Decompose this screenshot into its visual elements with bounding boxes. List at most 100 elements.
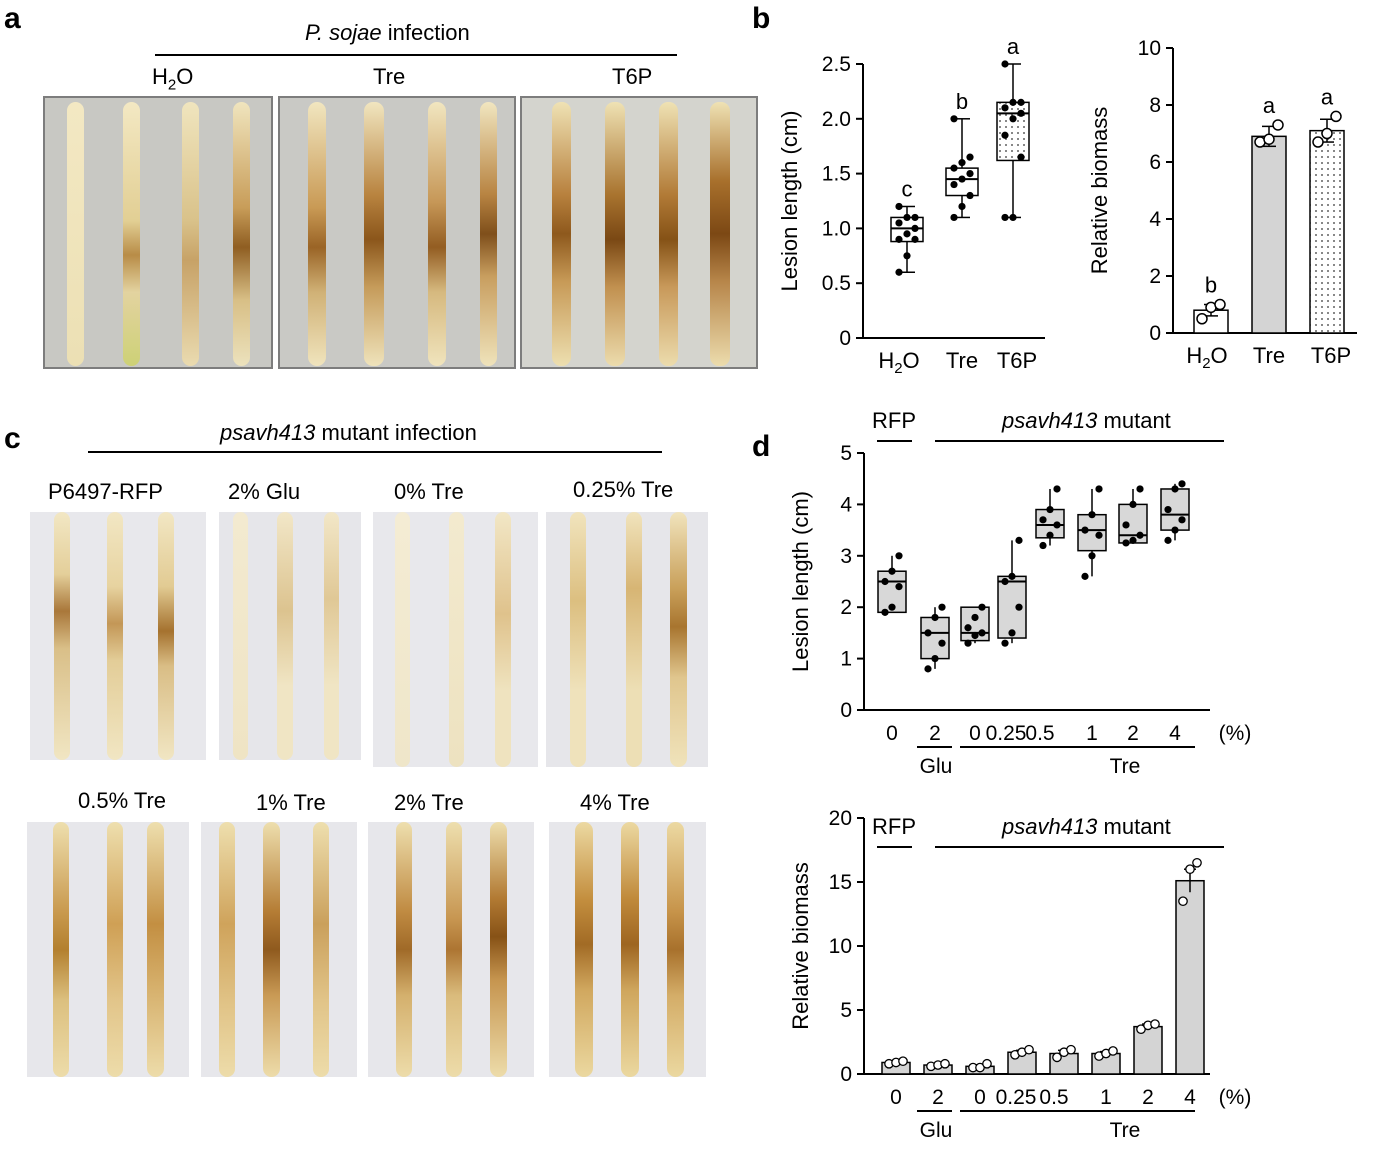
- data-point: [1081, 572, 1089, 580]
- stem: [710, 102, 730, 366]
- data-point: [1330, 110, 1342, 123]
- box: [1077, 513, 1107, 552]
- data-point: [1017, 153, 1025, 161]
- y-tick-label: 2: [840, 596, 852, 619]
- panel-c-photo-025tre: [546, 512, 708, 767]
- data-point: [1122, 539, 1130, 547]
- panel-c-photo-rfp: [30, 512, 206, 760]
- x-tick-label: Tre: [946, 348, 978, 373]
- x-tick-label: 0.5: [1025, 722, 1054, 745]
- data-point: [903, 252, 911, 260]
- data-point: [964, 624, 972, 632]
- panel-c-label: 1% Tre: [256, 790, 326, 815]
- y-tick-label: 0: [840, 1063, 852, 1086]
- stem: [308, 102, 326, 366]
- y-tick-label: 15: [829, 871, 852, 894]
- stem: [605, 102, 625, 366]
- y-tick-label: 5: [840, 999, 852, 1022]
- stem: [182, 102, 199, 366]
- data-point: [938, 603, 946, 611]
- significance-letter: a: [1263, 93, 1276, 118]
- data-point: [924, 629, 932, 637]
- x-tick-label: 0.25: [996, 1086, 1037, 1109]
- data-point: [1017, 109, 1025, 117]
- data-point: [1046, 531, 1054, 539]
- data-point: [950, 213, 958, 222]
- data-point: [1009, 115, 1017, 123]
- data-point: [895, 219, 903, 227]
- data-point: [1192, 857, 1202, 868]
- data-point: [888, 603, 896, 611]
- y-tick-label: 0: [1149, 322, 1161, 345]
- bar: [1251, 135, 1287, 334]
- y-tick-label: 2: [1149, 265, 1161, 288]
- data-point: [1009, 213, 1017, 222]
- header-rfp: RFP: [872, 814, 916, 839]
- y-tick-label: 10: [829, 935, 852, 958]
- data-point: [903, 230, 911, 238]
- stem: [67, 102, 84, 366]
- header-mutant: psavh413 mutant: [1001, 408, 1171, 433]
- panel-c-label: P6497-RFP: [48, 479, 163, 504]
- significance-letter: a: [1007, 40, 1020, 59]
- data-point: [978, 629, 986, 637]
- data-point: [1015, 603, 1023, 611]
- panel-d-letter: d: [752, 430, 771, 463]
- panel-a-header-species: P. sojae: [305, 20, 382, 45]
- y-tick-label: 0.5: [822, 272, 851, 295]
- y-axis-label: Lesion length (cm): [788, 491, 813, 672]
- box: [920, 616, 950, 660]
- data-point: [1095, 531, 1103, 539]
- stem: [480, 102, 497, 366]
- y-tick-label: 1: [840, 648, 852, 671]
- panel-b-letter: b: [752, 2, 771, 35]
- panel-a-header: P. sojae infection: [305, 20, 470, 46]
- panel-c-photo-0tre: [373, 512, 538, 767]
- y-tick-label: 20: [829, 807, 852, 830]
- y-tick-label: 1.5: [822, 163, 851, 186]
- data-point: [898, 1056, 908, 1067]
- stem: [123, 102, 140, 366]
- data-point: [1088, 552, 1096, 560]
- data-point: [938, 639, 946, 647]
- x-tick-label: H2O: [1186, 343, 1227, 372]
- data-point: [1001, 577, 1009, 586]
- data-point: [950, 164, 958, 172]
- panel-c-photo-2tre: [368, 822, 534, 1077]
- data-point: [1312, 136, 1324, 148]
- panel-c-photo-glu: [219, 512, 361, 760]
- data-point: [1171, 526, 1179, 534]
- data-point: [950, 180, 958, 189]
- data-point: [958, 175, 966, 183]
- panel-a-label-h2o: H2O: [152, 64, 194, 94]
- significance-letter: a: [1321, 84, 1334, 109]
- data-point: [881, 577, 889, 586]
- data-point: [1039, 516, 1047, 524]
- data-point: [1136, 531, 1144, 539]
- data-point: [1108, 1046, 1118, 1056]
- x-tick-label: 4: [1169, 722, 1181, 745]
- bar: [1175, 879, 1205, 1075]
- data-point: [1009, 98, 1017, 106]
- data-point: [1185, 864, 1195, 875]
- data-point: [1178, 480, 1186, 488]
- data-point: [978, 603, 986, 611]
- data-point: [1150, 1019, 1160, 1029]
- panel-c-label: 0.25% Tre: [573, 477, 674, 502]
- data-point: [1263, 133, 1275, 145]
- data-point: [1052, 1052, 1062, 1063]
- x-tick-label: Tre: [1253, 343, 1285, 368]
- x-tick-label: 1: [1086, 722, 1098, 745]
- data-point: [895, 202, 903, 211]
- stem: [364, 102, 384, 366]
- y-tick-label: 3: [840, 545, 852, 568]
- y-tick-label: 1.0: [822, 217, 851, 240]
- data-point: [931, 613, 939, 622]
- stem: [659, 102, 678, 366]
- data-point: [1015, 536, 1023, 544]
- x-tick-label: 0: [890, 1086, 902, 1109]
- box: [996, 101, 1030, 162]
- data-point: [940, 1058, 950, 1069]
- x-tick-label: 0: [974, 1086, 986, 1109]
- y-axis-label: Lesion length (cm): [777, 111, 802, 292]
